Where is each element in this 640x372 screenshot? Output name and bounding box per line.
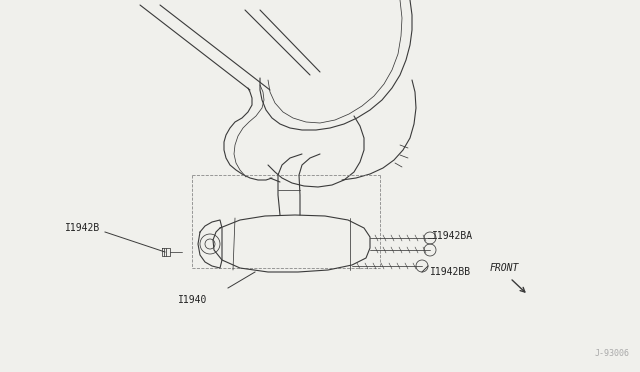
Text: I1942B: I1942B xyxy=(65,223,100,233)
Text: FRONT: FRONT xyxy=(490,263,520,273)
Text: I1942BA: I1942BA xyxy=(432,231,473,241)
Text: I1942BB: I1942BB xyxy=(430,267,471,277)
Text: J-93006: J-93006 xyxy=(595,349,630,358)
Text: I1940: I1940 xyxy=(178,295,207,305)
